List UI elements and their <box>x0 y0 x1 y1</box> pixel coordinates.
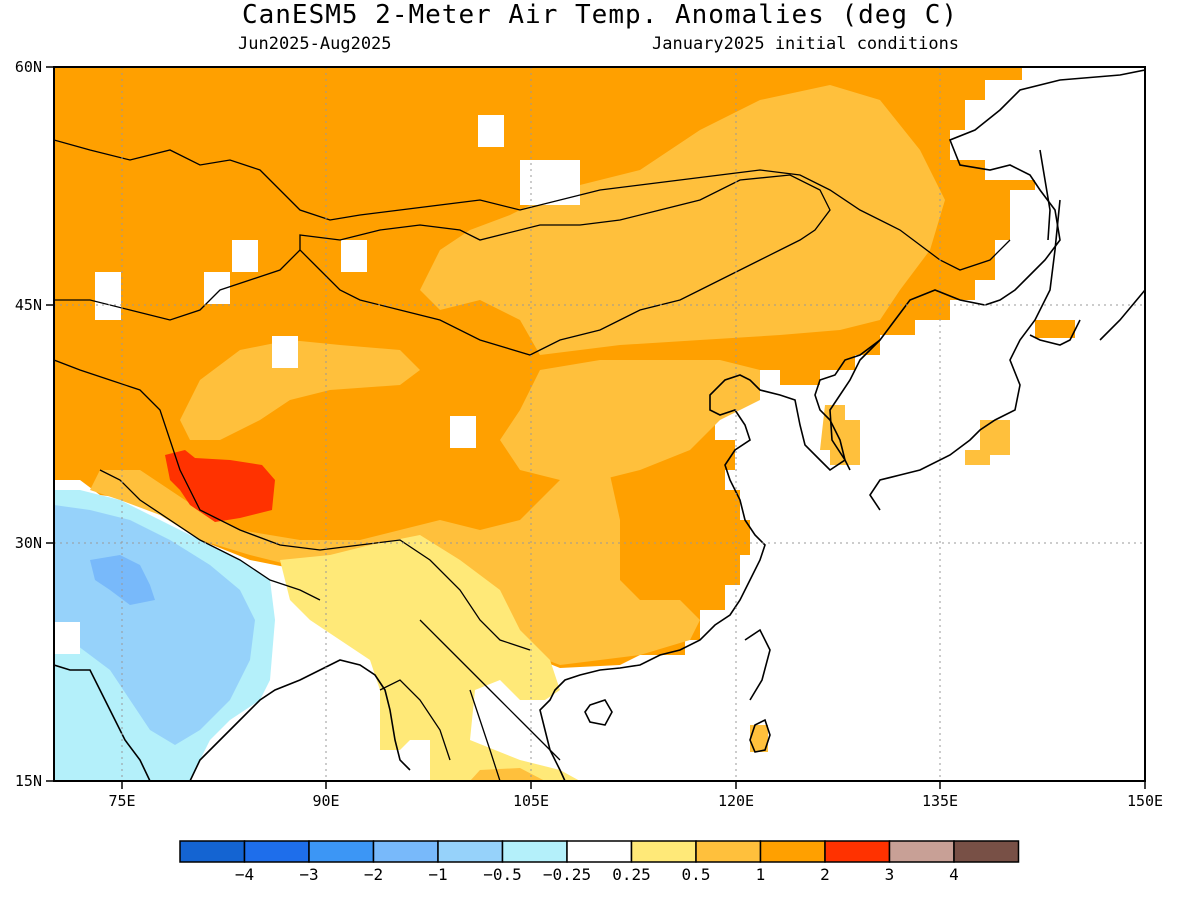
colorbar-label: 2 <box>820 865 830 884</box>
border-central-asia <box>54 359 531 651</box>
lat-label-30n: 30N <box>15 534 42 552</box>
masked-cell <box>95 272 121 320</box>
masked-cell <box>341 240 367 272</box>
colorbar-label: −3 <box>299 865 318 884</box>
lon-label-135e: 135E <box>922 792 958 810</box>
colorbar-label: −4 <box>235 865 254 884</box>
coastlines <box>54 69 1145 781</box>
masked-cell <box>54 622 80 654</box>
borders <box>54 139 1011 781</box>
border-india-north <box>99 469 321 601</box>
anomaly-0.5-to-1-korea <box>820 405 860 465</box>
colorbar-swatch <box>308 840 375 863</box>
anomaly-0.5-to-1-taiwan <box>750 725 768 752</box>
coastline-korea <box>829 339 881 471</box>
colorbar-label: 3 <box>885 865 895 884</box>
colorbar-swatch <box>824 840 891 863</box>
colorbar-swatch <box>243 840 310 863</box>
colorbar-label: −2 <box>364 865 383 884</box>
lat-label-60n: 60N <box>15 58 42 76</box>
colorbar-swatch <box>759 840 826 863</box>
colorbar-label: 4 <box>949 865 959 884</box>
border-russia-north <box>54 139 1011 271</box>
lon-label-120e: 120E <box>718 792 754 810</box>
coastline-philippines <box>744 628 771 701</box>
masked-cell <box>232 240 258 272</box>
map-title: CanESM5 2-Meter Air Temp. Anomalies (deg… <box>241 0 959 30</box>
anomaly-field <box>54 67 1075 781</box>
coastline-sakhalin <box>1039 149 1145 341</box>
lon-label-150e: 150E <box>1127 792 1163 810</box>
colorbar-swatch <box>437 840 504 863</box>
forecast-period: Jun2025-Aug2025 <box>238 34 392 54</box>
coastline-india <box>54 659 411 781</box>
colorbar-swatch <box>372 840 439 863</box>
anomaly-0.5-to-1-japan <box>965 420 1010 465</box>
lat-label-45n: 45N <box>15 296 42 314</box>
colorbar-label: −0.25 <box>543 865 591 884</box>
masked-cell <box>272 336 298 368</box>
colorbar-label: −1 <box>428 865 447 884</box>
colorbar-swatch <box>566 840 633 863</box>
lat-label-15n: 15N <box>15 772 42 790</box>
grid-lines <box>54 67 1145 781</box>
lon-label-75e: 75E <box>108 792 135 810</box>
anomaly-0.5-to-1-north <box>420 85 945 355</box>
colorbar-label: 0.5 <box>682 865 711 884</box>
axis-ticks <box>46 66 1146 789</box>
colorbar-swatch <box>179 840 246 863</box>
plot-frame <box>53 66 1146 782</box>
border-se-asia <box>379 619 561 781</box>
colorbar-swatch <box>501 840 568 863</box>
anomaly-1-to-2-hokkaido <box>1035 320 1075 338</box>
anomaly-0.25-to-0.5-region <box>280 535 580 781</box>
colorbar-swatch <box>695 840 762 863</box>
masked-cell <box>478 115 504 147</box>
masked-cell <box>520 160 580 205</box>
lon-label-105e: 105E <box>513 792 549 810</box>
border-kazakhstan <box>54 249 301 321</box>
anomaly-0.5-to-1-east <box>500 360 760 480</box>
border-mongolia <box>299 174 831 356</box>
anomaly-0.5-to-1-indochina <box>470 768 545 781</box>
anomaly-neg-1-region <box>90 555 155 605</box>
colorbar-label: −0.5 <box>483 865 522 884</box>
colorbar-swatch <box>630 840 697 863</box>
coastline-hainan <box>584 699 613 726</box>
coastline-japan <box>869 199 1081 511</box>
colorbar: −4 −3 −2 −1 −0.5 −0.25 0.25 0.5 1 2 3 4 <box>179 840 1020 884</box>
anomaly-2-to-3-region <box>165 450 275 522</box>
masked-cell <box>450 416 476 448</box>
colorbar-swatch <box>953 840 1020 863</box>
colorbar-label: 0.25 <box>612 865 651 884</box>
initial-conditions: January2025 initial conditions <box>652 34 960 54</box>
anomaly-0.5-to-1-central <box>180 340 420 440</box>
colorbar-label: 1 <box>756 865 766 884</box>
colorbar-swatch <box>888 840 955 863</box>
lon-label-90e: 90E <box>312 792 339 810</box>
coastline-taiwan <box>749 718 771 753</box>
